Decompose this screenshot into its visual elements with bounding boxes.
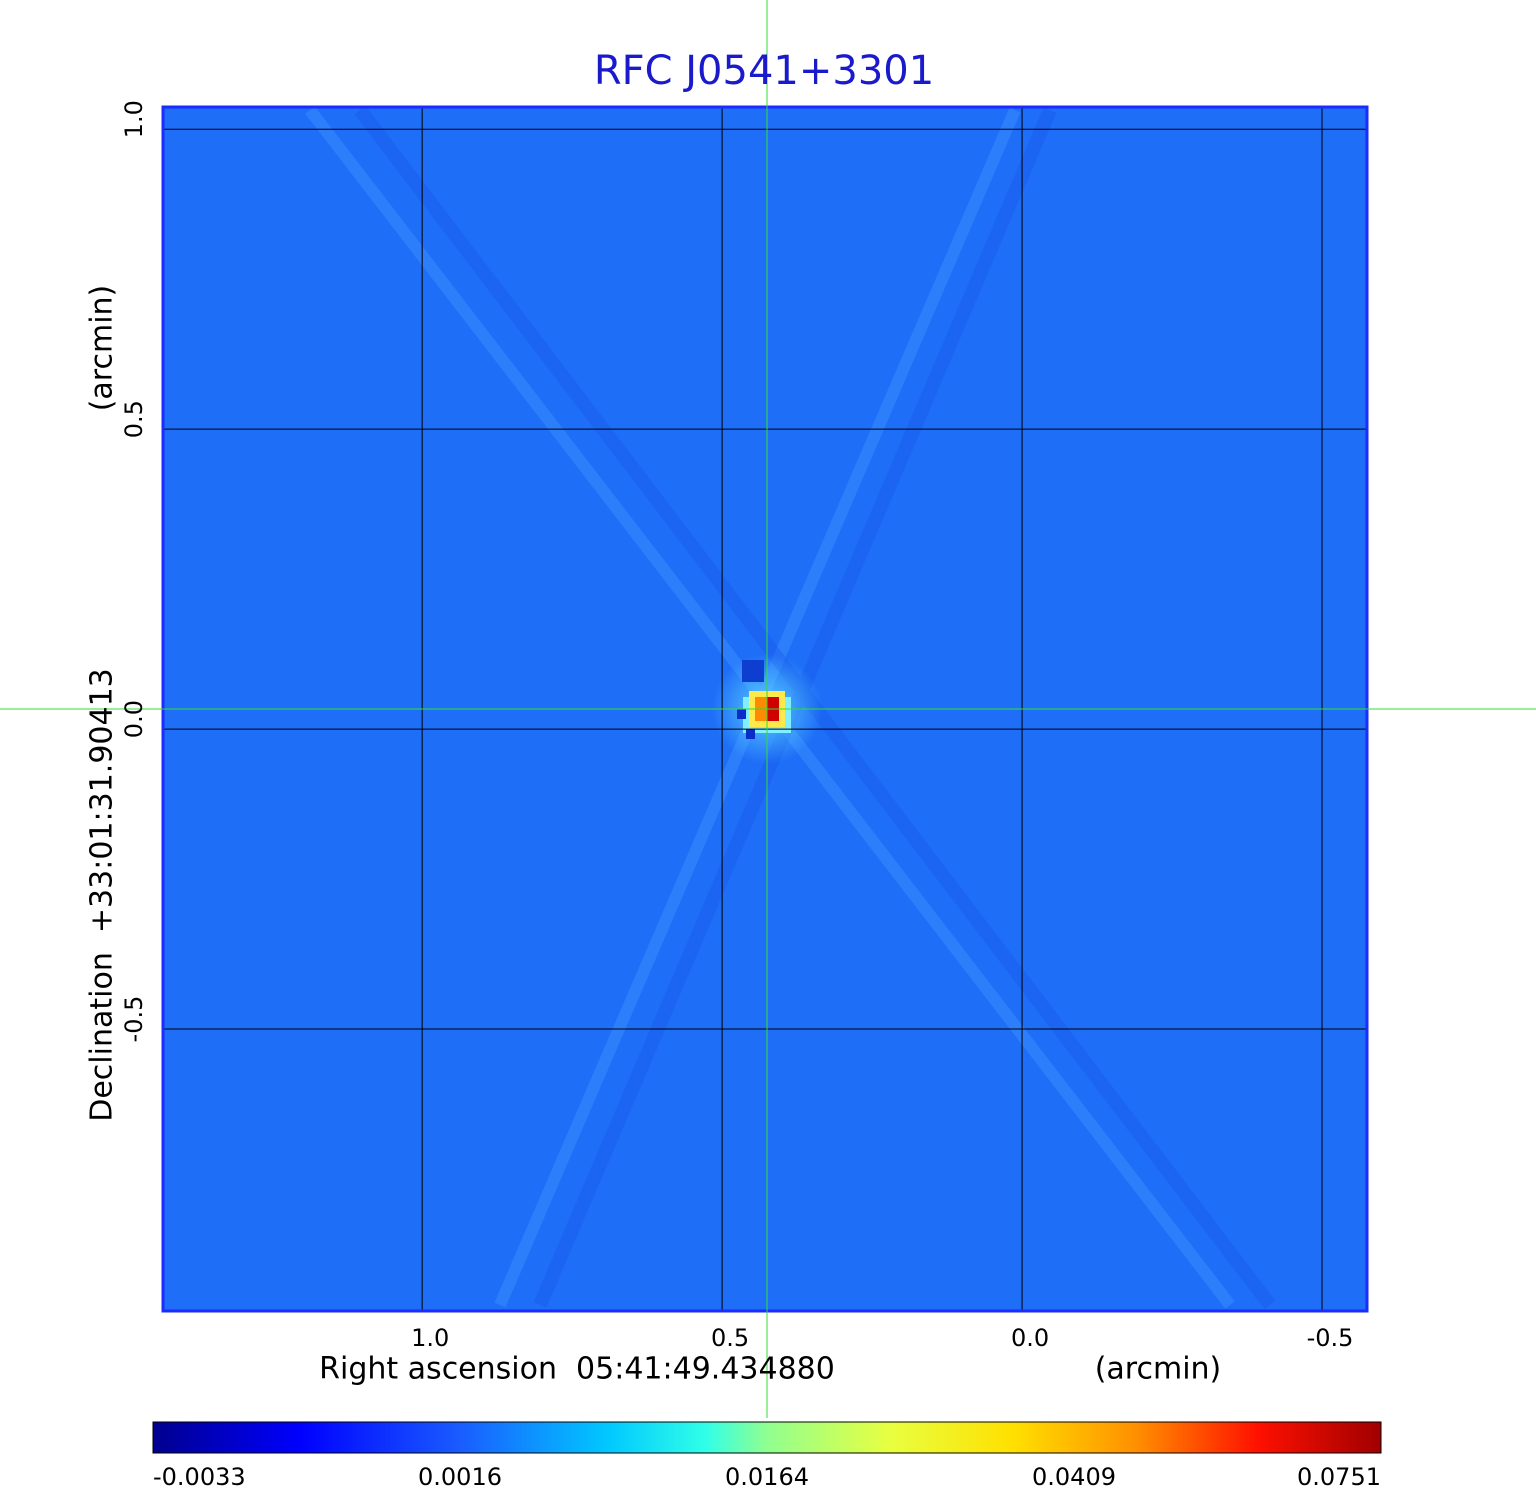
- colorbar-tick-label: 0.0164: [725, 1463, 809, 1491]
- x-tick-label: 0.5: [711, 1324, 749, 1352]
- colorbar-tick-label: 0.0751: [1297, 1463, 1381, 1491]
- y-axis-label: Declination +33:01:31.90413: [85, 668, 120, 1122]
- x-axis-unit: (arcmin): [1095, 1352, 1222, 1387]
- y-tick-label: 1.0: [120, 100, 148, 138]
- colorbar-tick-label: 0.0016: [418, 1463, 502, 1491]
- x-tick-label: 0.0: [1011, 1324, 1049, 1352]
- x-tick-label: -0.5: [1307, 1324, 1354, 1352]
- x-axis-label: Right ascension 05:41:49.434880: [319, 1352, 835, 1387]
- x-tick-label: 1.0: [411, 1324, 449, 1352]
- colorbar-tick-label: 0.0409: [1032, 1463, 1116, 1491]
- chart-title: RFC J0541+3301: [594, 48, 934, 94]
- colorbar: [152, 1421, 1382, 1454]
- y-tick-label: 0.5: [120, 400, 148, 438]
- y-axis-unit: (arcmin): [85, 285, 120, 412]
- y-tick-label: -0.5: [120, 996, 148, 1043]
- colorbar-tick-label: -0.0033: [153, 1463, 246, 1491]
- y-tick-label: 0.0: [120, 700, 148, 738]
